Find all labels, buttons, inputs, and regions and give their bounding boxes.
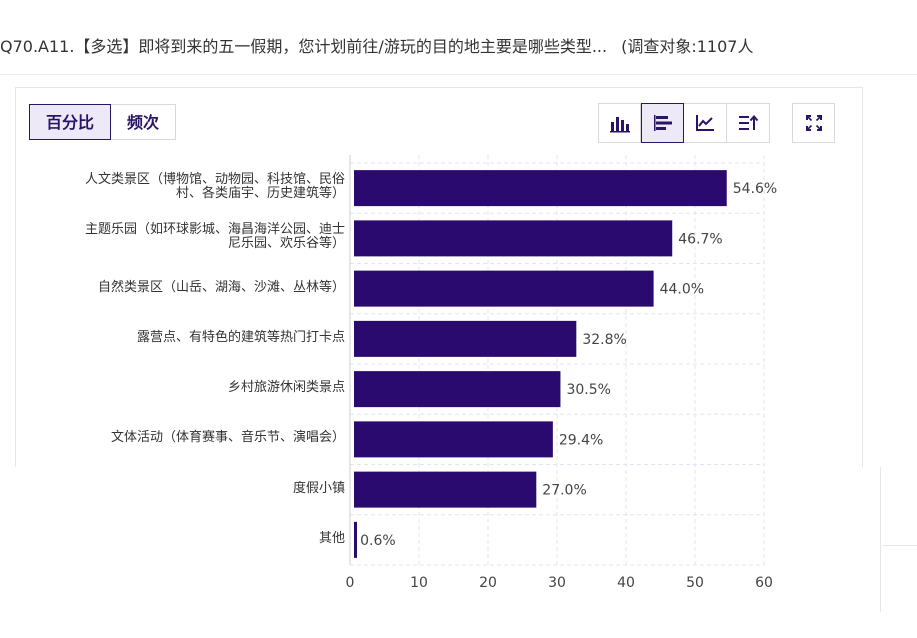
category-label: 主题乐园（如环球影城、海昌海洋公园、迪士 尼乐园、欢乐谷等）	[85, 223, 345, 251]
category-label: 自然类景区（山岳、湖海、沙滩、丛林等）	[97, 279, 345, 295]
x-tick-label: 30	[548, 575, 566, 591]
bar[interactable]	[354, 371, 561, 408]
fullscreen-icon	[805, 115, 822, 131]
category-label: 露营点、有特色的建筑等热门打卡点	[136, 329, 345, 345]
line-chart-button[interactable]	[684, 103, 727, 143]
vertical-bar-chart-icon	[609, 117, 630, 133]
category-label: 度假小镇	[292, 480, 345, 496]
bar-value-label: 32.8%	[582, 332, 626, 348]
header-divider	[0, 74, 917, 75]
question-text: Q70.A11.【多选】即将到来的五一假期，您计划前往/游玩的目的地主要是哪些类…	[0, 37, 608, 56]
bar-value-label: 27.0%	[542, 483, 586, 499]
category-label: 其他	[318, 530, 345, 546]
x-tick-label: 20	[479, 575, 497, 591]
x-tick-label: 10	[410, 575, 428, 591]
bar-value-label: 46.7%	[678, 231, 722, 247]
chart-card	[15, 87, 863, 467]
horizontal-bar-chart-button[interactable]	[641, 103, 684, 143]
sort-icon	[739, 114, 759, 130]
bar[interactable]	[354, 320, 577, 357]
category-label-line: 度假小镇	[292, 480, 345, 496]
divider-line	[883, 545, 917, 546]
x-tick-label: 0	[346, 575, 355, 591]
bar-value-label: 54.6%	[733, 181, 777, 197]
horizontal-bar-chart-icon	[653, 115, 672, 131]
category-label-line: 尼乐园、欢乐谷等）	[227, 236, 345, 252]
category-label-line: 村、各类庙宇、历史建筑等）	[175, 186, 345, 202]
question-title: Q70.A11.【多选】即将到来的五一假期，您计划前往/游玩的目的地主要是哪些类…	[0, 33, 917, 57]
category-label-line: 乡村旅游休闲类景点	[227, 380, 345, 396]
chart-type-toolbar	[598, 103, 770, 143]
bar-value-label: 29.4%	[559, 432, 603, 448]
vertical-bar-chart-button[interactable]	[598, 103, 641, 143]
category-label: 人文类景区（博物馆、动物园、科技馆、民俗 村、各类庙宇、历史建筑等）	[85, 173, 345, 201]
x-tick-label: 40	[617, 575, 635, 591]
sort-button[interactable]	[727, 103, 770, 143]
percent-toggle-button[interactable]: 百分比	[29, 104, 112, 140]
x-tick-label: 50	[686, 575, 704, 591]
respondent-count: (调查对象:1107人	[621, 37, 754, 56]
count-toggle-button[interactable]: 频次	[111, 104, 177, 140]
fullscreen-button[interactable]	[792, 103, 835, 143]
line-chart-icon	[696, 115, 714, 131]
chart-card-lower	[15, 467, 881, 612]
bar[interactable]	[354, 471, 537, 508]
bar[interactable]	[354, 521, 357, 558]
bar[interactable]	[354, 270, 654, 307]
bar[interactable]	[354, 220, 673, 257]
category-label-line: 文体活动（体育赛事、音乐节、演唱会）	[110, 430, 345, 446]
bar[interactable]	[354, 421, 553, 458]
category-label: 乡村旅游休闲类景点	[228, 381, 345, 395]
category-label: 文体活动（体育赛事、音乐节、演唱会）	[111, 431, 345, 445]
category-label-line: 露营点、有特色的建筑等热门打卡点	[136, 329, 345, 345]
category-label-line: 其他	[318, 530, 345, 546]
category-label-line: 自然类景区（山岳、湖海、沙滩、丛林等）	[97, 279, 345, 295]
category-label-line: 人文类景区（博物馆、动物园、科技馆、民俗	[84, 172, 345, 188]
category-label-line: 主题乐园（如环球影城、海昌海洋公园、迪士	[84, 222, 345, 238]
bar[interactable]	[354, 170, 727, 207]
bar-value-label: 30.5%	[566, 382, 610, 398]
display-mode-toggle: 百分比 频次	[29, 104, 177, 140]
x-tick-label: 60	[755, 575, 773, 591]
bar-value-label: 44.0%	[660, 282, 704, 298]
bar-value-label: 0.6%	[360, 533, 396, 549]
